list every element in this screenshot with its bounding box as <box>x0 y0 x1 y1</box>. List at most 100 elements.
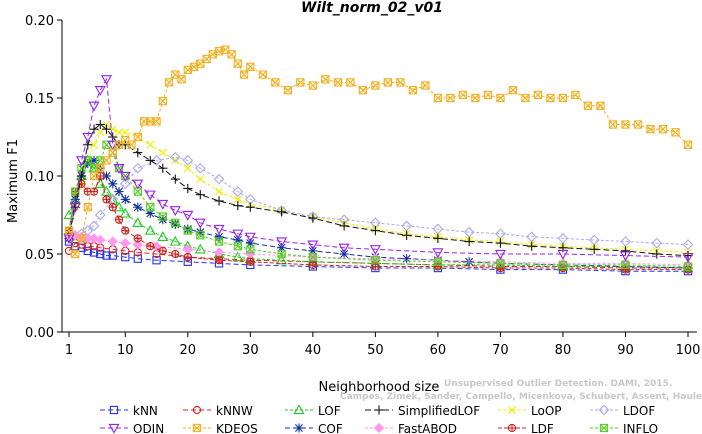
data-point <box>233 195 242 204</box>
legend-label: FastABOD <box>398 422 457 434</box>
plot-area <box>63 45 694 276</box>
data-point <box>308 252 317 262</box>
data-point <box>245 202 255 212</box>
data-point <box>496 93 505 103</box>
series-line <box>68 241 688 272</box>
data-point <box>246 245 255 254</box>
data-point <box>402 230 412 240</box>
data-point <box>196 231 205 240</box>
data-point <box>558 93 568 103</box>
data-point <box>621 120 630 129</box>
y-tick-label: 0.00 <box>25 326 54 341</box>
data-point <box>458 90 468 100</box>
data-point <box>396 78 405 87</box>
data-point <box>651 237 663 249</box>
data-point <box>546 93 555 103</box>
legend-label: kNNW <box>216 404 253 418</box>
data-point <box>108 251 117 260</box>
data-point <box>183 252 192 262</box>
data-point <box>132 179 144 190</box>
data-point <box>102 251 111 260</box>
legend-marker <box>374 405 384 415</box>
legend-item-kdeos: KDEOS <box>183 422 258 434</box>
data-point <box>495 238 506 248</box>
chart-title: Wilt_norm_02_v01 <box>301 0 443 16</box>
data-point <box>127 140 136 149</box>
legend-item-loop: LoOP <box>498 404 562 418</box>
data-point <box>133 132 142 142</box>
data-point <box>246 257 255 266</box>
legend-marker <box>598 404 610 416</box>
data-point <box>558 260 568 270</box>
data-point <box>258 70 267 79</box>
y-tick-label: 0.15 <box>25 92 54 107</box>
data-point <box>232 186 244 197</box>
data-point <box>583 101 593 110</box>
data-point <box>151 155 162 166</box>
data-point <box>652 249 662 259</box>
legend-item-ldf: LDF <box>498 422 554 434</box>
data-point <box>471 93 480 103</box>
legend-item-lof: LOF <box>285 404 341 418</box>
data-point <box>158 246 167 256</box>
data-point <box>133 254 142 263</box>
data-point <box>133 234 142 243</box>
x-tick-label: 1 <box>65 343 73 358</box>
data-point <box>82 132 94 143</box>
data-point <box>271 78 280 87</box>
data-point <box>77 234 86 243</box>
data-point <box>152 117 161 126</box>
data-point <box>276 254 288 265</box>
data-point <box>132 162 144 174</box>
data-point <box>233 59 242 68</box>
data-point <box>115 128 124 137</box>
x-tick-label: 90 <box>617 343 634 358</box>
data-point <box>633 120 643 129</box>
data-point <box>557 249 569 260</box>
data-point <box>432 248 444 259</box>
x-axis-label: Neighborhood size <box>319 380 440 395</box>
data-point <box>215 187 224 196</box>
data-point <box>214 196 224 206</box>
data-point <box>383 78 393 87</box>
data-point <box>95 234 106 246</box>
series-odin <box>63 75 694 263</box>
data-point <box>508 86 518 95</box>
data-point <box>464 236 474 247</box>
data-point <box>496 263 505 273</box>
legend-item-inflo: INFLO <box>590 422 658 434</box>
data-point <box>120 237 131 249</box>
data-point <box>76 171 87 181</box>
data-point <box>619 251 632 262</box>
data-point <box>446 93 455 103</box>
data-point <box>88 101 100 112</box>
data-point <box>119 178 131 190</box>
data-point <box>88 220 100 232</box>
axes: 0.00 0.05 0.10 0.15 0.20 1 10 20 30 40 50 60 70 80 90 1… <box>25 14 700 358</box>
data-point <box>107 236 118 247</box>
x-tick-label: 70 <box>492 343 509 358</box>
data-point <box>338 243 350 254</box>
legend-marker <box>192 405 202 415</box>
series-line <box>68 123 689 253</box>
x-tick-label: 10 <box>117 343 134 358</box>
x-tick-label: 20 <box>180 343 197 358</box>
data-point <box>133 148 143 158</box>
data-point <box>608 120 618 129</box>
data-point <box>114 215 124 224</box>
data-point <box>339 221 349 231</box>
data-point <box>183 164 192 173</box>
data-point <box>90 140 98 149</box>
data-point <box>114 187 124 197</box>
data-point <box>121 128 130 137</box>
watermark-line-1: Unsupervised Outlier Detection. DAMI, 20… <box>444 379 673 389</box>
data-point <box>402 254 412 264</box>
data-point <box>369 245 381 256</box>
series-kdeos <box>64 45 693 259</box>
data-point <box>194 243 206 254</box>
series-line <box>68 159 689 269</box>
data-point <box>132 239 143 250</box>
data-point <box>182 155 194 166</box>
data-point <box>146 203 155 212</box>
data-point <box>432 223 444 235</box>
